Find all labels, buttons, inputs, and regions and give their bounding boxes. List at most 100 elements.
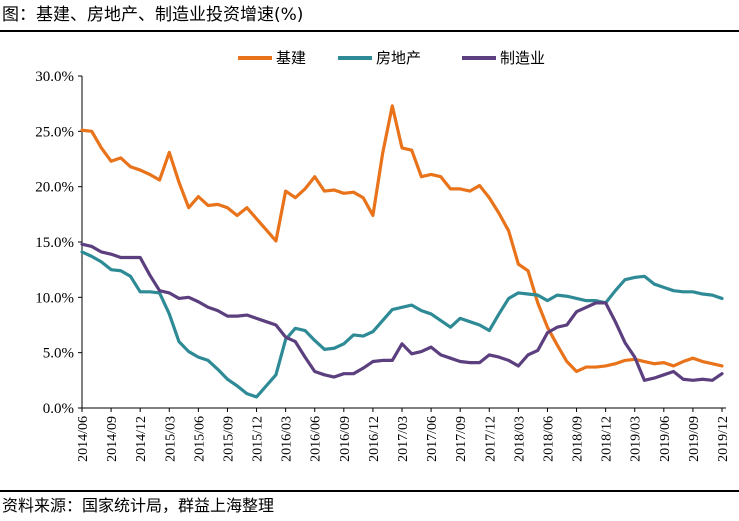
data-point: [624, 359, 626, 362]
data-point: [197, 356, 200, 358]
data-point: [304, 356, 306, 358]
data-point: [643, 275, 646, 278]
data-point: [168, 313, 171, 315]
data-point: [624, 278, 626, 281]
data-point: [614, 362, 617, 365]
data-point: [420, 309, 423, 312]
data-point: [439, 319, 442, 322]
data-point: [488, 329, 491, 332]
y-tick-label: 25.0%: [35, 124, 74, 140]
data-point: [178, 181, 180, 184]
data-point: [633, 356, 636, 358]
data-point: [585, 306, 588, 309]
data-point: [566, 324, 568, 326]
data-point: [401, 147, 403, 149]
data-point: [517, 365, 520, 367]
data-point: [100, 251, 103, 253]
data-point: [536, 349, 539, 352]
data-point: [304, 188, 306, 190]
data-point: [168, 151, 171, 154]
data-point: [498, 212, 500, 215]
data-point: [381, 359, 384, 362]
chart-title: 图：基建、房地产、制造业投资增速(%): [2, 5, 304, 25]
data-point: [352, 334, 355, 336]
data-point: [187, 206, 190, 209]
data-point: [478, 324, 481, 326]
data-point: [119, 269, 122, 272]
data-point: [158, 179, 161, 181]
data-point: [391, 105, 394, 107]
data-point: [449, 357, 452, 360]
data-point: [633, 276, 636, 279]
chart-legend: 基建 房地产 制造业: [238, 49, 545, 67]
data-point: [721, 365, 723, 367]
data-point: [323, 190, 326, 192]
data-point: [556, 294, 558, 296]
data-point: [284, 336, 287, 338]
data-point: [527, 354, 529, 356]
data-point: [284, 190, 287, 192]
data-point: [313, 175, 316, 178]
data-point: [430, 346, 432, 348]
data-point: [100, 147, 103, 149]
data-point: [614, 320, 617, 323]
data-point: [478, 361, 481, 364]
x-tick-label: 2016/06: [309, 416, 324, 462]
data-point: [391, 308, 394, 311]
data-point: [139, 169, 141, 171]
data-point: [372, 360, 374, 363]
data-point: [275, 324, 277, 326]
data-point: [449, 188, 452, 190]
legend-label: 基建: [276, 49, 306, 67]
data-point: [343, 343, 345, 345]
data-point: [226, 206, 229, 209]
data-point: [488, 196, 491, 199]
data-point: [517, 292, 520, 294]
x-tick-label: 2017/03: [396, 416, 411, 462]
data-point: [294, 340, 297, 343]
data-point: [178, 340, 180, 343]
data-point: [566, 295, 568, 298]
data-point: [566, 360, 568, 363]
data-point: [149, 274, 151, 276]
data-point: [197, 300, 200, 303]
chart-axes: 0.0% 5.0% 10.0% 15.0% 20.0% 25.0% 30.0% 2014/06…: [35, 69, 731, 462]
data-point: [469, 320, 471, 323]
data-point: [430, 313, 432, 315]
data-point: [362, 335, 365, 337]
data-point: [527, 269, 529, 272]
data-point: [333, 189, 335, 191]
source-note: 资料来源：国家统计局，群益上海整理: [2, 496, 275, 515]
data-point: [682, 291, 685, 293]
data-point: [246, 206, 248, 209]
data-point: [149, 291, 151, 293]
data-point: [90, 245, 93, 248]
data-point: [90, 130, 93, 133]
data-point: [391, 359, 394, 362]
data-point: [129, 275, 132, 278]
data-point: [129, 256, 132, 259]
y-tick-label: 5.0%: [43, 346, 74, 362]
y-tick-label: 10.0%: [35, 290, 74, 306]
x-tick-label: 2018/03: [512, 416, 527, 462]
data-point: [352, 372, 355, 375]
top-divider: [0, 30, 739, 32]
data-point: [653, 362, 655, 365]
data-point: [216, 203, 219, 206]
x-tick-label: 2017/06: [425, 416, 440, 462]
data-point: [323, 348, 326, 351]
data-point: [323, 374, 326, 376]
data-point: [595, 302, 597, 304]
x-tick-label: 2015/06: [192, 416, 207, 462]
data-point: [420, 175, 423, 178]
data-point: [672, 370, 675, 373]
data-point: [313, 339, 316, 342]
data-point: [536, 294, 539, 296]
data-point: [711, 294, 714, 296]
data-point: [692, 291, 694, 293]
data-point: [207, 204, 209, 207]
bottom-divider: [0, 490, 739, 492]
data-point: [546, 299, 549, 302]
data-point: [682, 360, 685, 363]
data-point: [81, 129, 83, 132]
